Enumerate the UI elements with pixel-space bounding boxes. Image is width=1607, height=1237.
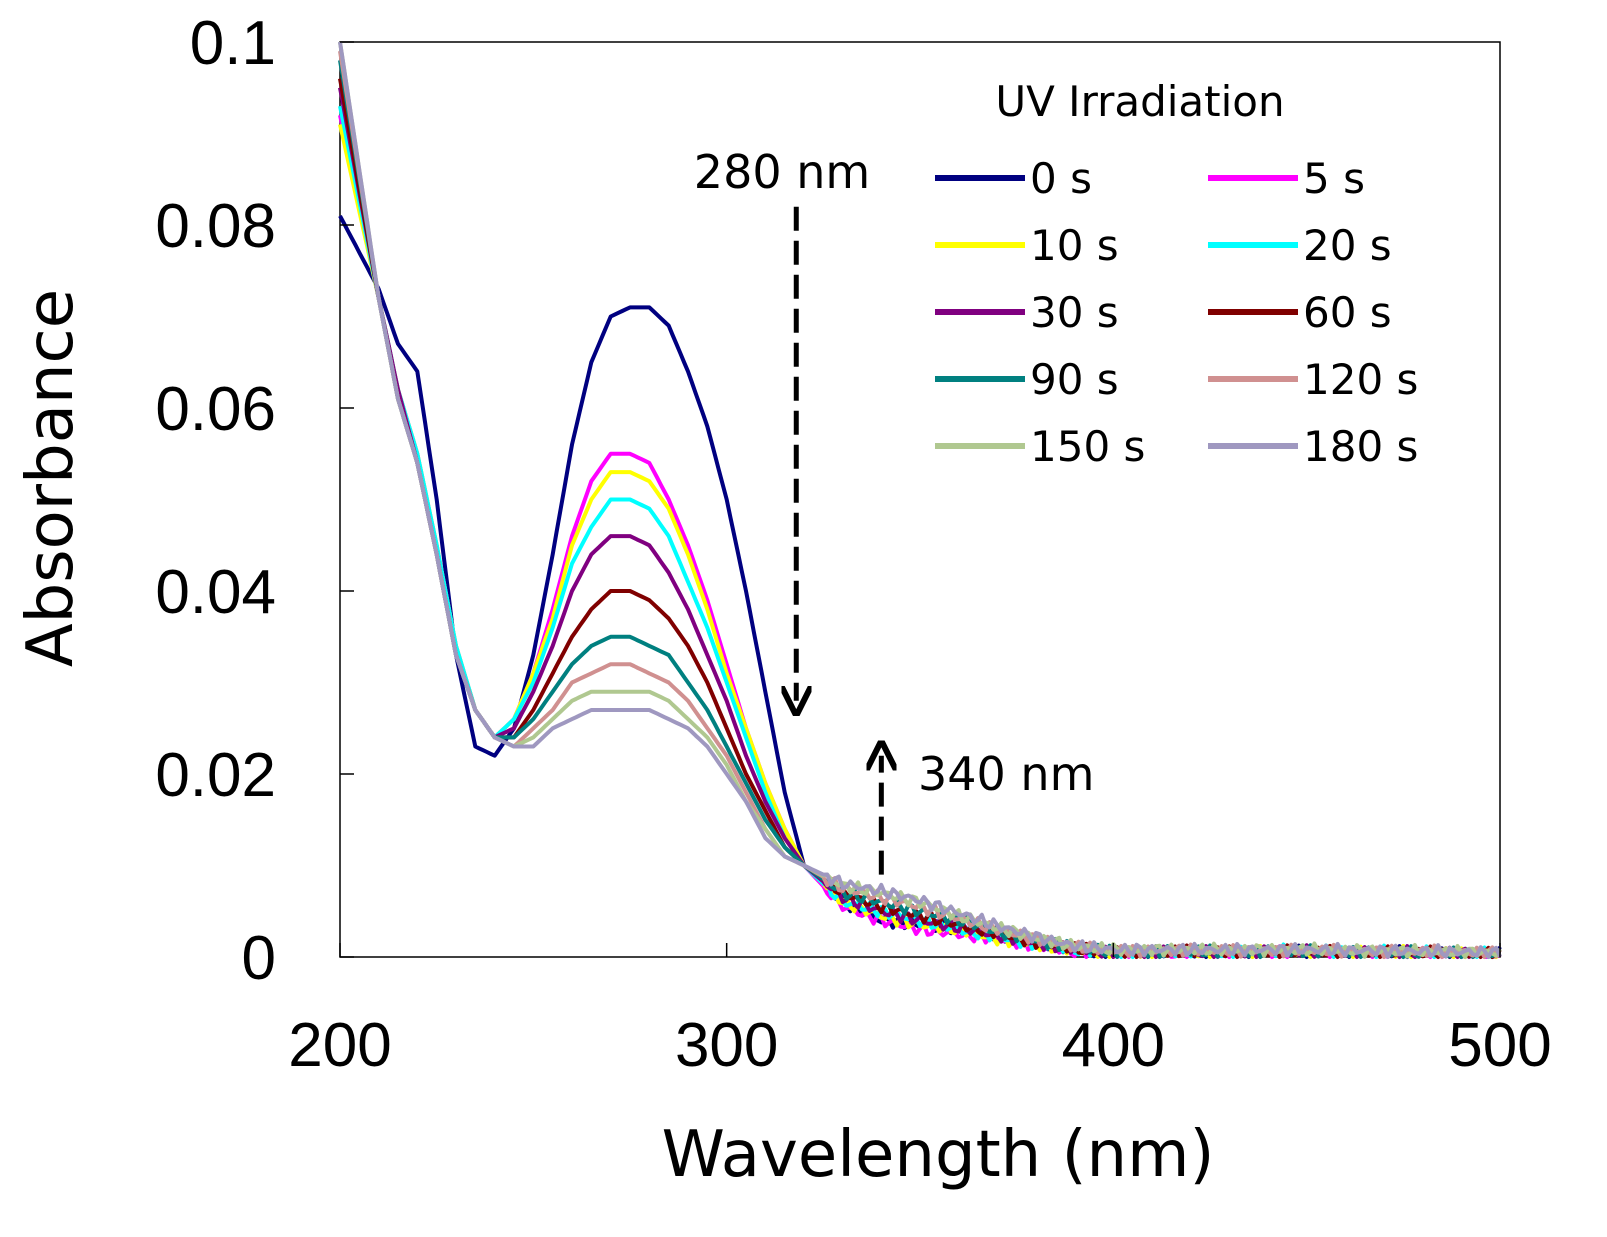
legend-label: 10 s — [1030, 221, 1119, 270]
legend-label: 150 s — [1030, 422, 1145, 471]
x-axis-title: Wavelength (nm) — [662, 1118, 1215, 1192]
legend-label: 120 s — [1303, 355, 1418, 404]
legend: UV Irradiation 0 s 5 s 10 s 20 s 30 s 60 s 90 s… — [935, 77, 1418, 471]
series-layer — [338, 41, 1502, 959]
x-tick-label: 500 — [1448, 1011, 1551, 1080]
legend-label: 60 s — [1303, 288, 1392, 337]
series-line-150s — [338, 41, 1502, 959]
plot-area — [339, 41, 1501, 958]
legend-title: UV Irradiation — [995, 77, 1284, 126]
y-tick-label: 0.06 — [155, 375, 276, 444]
x-tick-label: 400 — [1062, 1011, 1165, 1080]
y-tick-label: 0.04 — [155, 558, 276, 627]
y-tick-label: 0 — [242, 924, 276, 993]
annotation-label: 280 nm — [694, 145, 870, 199]
legend-label: 5 s — [1303, 154, 1365, 203]
legend-label: 20 s — [1303, 221, 1392, 270]
annotation-layer: 280 nm 340 nm — [694, 145, 1094, 875]
legend-label: 0 s — [1030, 154, 1092, 203]
legend-label: 90 s — [1030, 355, 1119, 404]
axis-layer: 200 300 400 500 0 0.02 0.04 0.06 0.08 0.1 — [155, 9, 1551, 1080]
legend-label: 180 s — [1303, 422, 1418, 471]
x-tick-label: 200 — [288, 1011, 391, 1080]
x-tick-label: 300 — [675, 1011, 778, 1080]
y-axis-title: Absorbance — [14, 289, 88, 667]
y-tick-label: 0.1 — [190, 9, 276, 78]
series-line-180s — [338, 41, 1502, 959]
y-tick-label: 0.08 — [155, 192, 276, 261]
annotation-label: 340 nm — [918, 747, 1094, 801]
plot-frame — [339, 41, 1501, 958]
legend-label: 30 s — [1030, 288, 1119, 337]
y-tick-label: 0.02 — [155, 741, 276, 810]
